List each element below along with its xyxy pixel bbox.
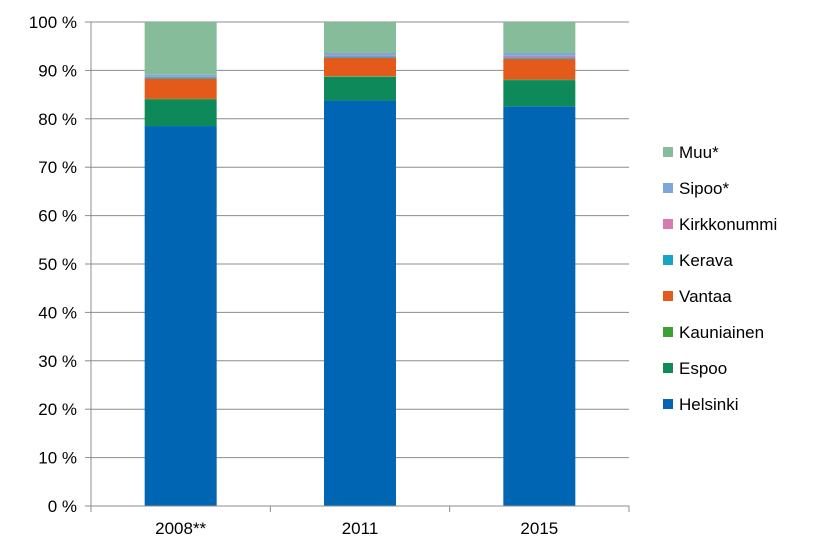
- legend-swatch: [663, 183, 673, 193]
- bar-segment-kerava: [145, 77, 217, 78]
- legend-swatch: [663, 147, 673, 157]
- y-tick-label: 70 %: [38, 158, 77, 177]
- legend-label: Helsinki: [679, 395, 739, 414]
- bar-segment-kerava: [503, 57, 575, 58]
- y-tick-label: 10 %: [38, 449, 77, 468]
- legend-label: Muu*: [679, 143, 719, 162]
- y-tick-label: 90 %: [38, 61, 77, 80]
- bar-segment-espoo: [503, 80, 575, 106]
- bar-segment-muu: [145, 22, 217, 75]
- x-tick-label: 2011: [342, 519, 379, 538]
- legend-label: Kirkkonummi: [679, 215, 777, 234]
- y-tick-label: 100 %: [29, 13, 77, 32]
- bar-segment-sipoo: [503, 53, 575, 56]
- bar-segment-helsinki: [503, 106, 575, 506]
- legend-label: Kauniainen: [679, 323, 764, 342]
- bar-segment-vantaa: [324, 58, 396, 76]
- x-tick-label: 2008**: [155, 519, 206, 538]
- x-tick-label: 2015: [520, 519, 558, 538]
- bar-segment-helsinki: [145, 126, 217, 506]
- y-tick-label: 30 %: [38, 352, 77, 371]
- bar-segment-kerava: [324, 56, 396, 57]
- legend-label: Kerava: [679, 251, 733, 270]
- y-tick-label: 60 %: [38, 207, 77, 226]
- y-tick-label: 0 %: [48, 497, 77, 516]
- bar-segment-sipoo: [324, 53, 396, 55]
- bar-segment-kirkkonummi: [324, 55, 396, 56]
- legend-swatch: [663, 363, 673, 373]
- legend-label: Vantaa: [679, 287, 732, 306]
- legend-swatch: [663, 291, 673, 301]
- bar-segment-kirkkonummi: [503, 56, 575, 57]
- bar-segment-espoo: [324, 77, 396, 101]
- y-tick-label: 20 %: [38, 400, 77, 419]
- legend-swatch: [663, 255, 673, 265]
- bar-segment-muu: [503, 22, 575, 53]
- bar-segment-espoo: [145, 99, 217, 126]
- legend-swatch: [663, 219, 673, 229]
- bar-segment-sipoo: [145, 75, 217, 77]
- y-tick-label: 80 %: [38, 110, 77, 129]
- legend-swatch: [663, 327, 673, 337]
- y-tick-label: 50 %: [38, 255, 77, 274]
- y-tick-label: 40 %: [38, 303, 77, 322]
- bar-segment-vantaa: [503, 59, 575, 80]
- legend-label: Sipoo*: [679, 179, 729, 198]
- legend-swatch: [663, 399, 673, 409]
- legend-label: Espoo: [679, 359, 727, 378]
- bar-segment-helsinki: [324, 100, 396, 506]
- legend: Muu* Sipoo* Kirkkonummi Kerava Vantaa Kauniai…: [663, 143, 777, 414]
- bar-segment-vantaa: [145, 79, 217, 99]
- bar-segment-muu: [324, 22, 396, 53]
- bars: [145, 22, 576, 506]
